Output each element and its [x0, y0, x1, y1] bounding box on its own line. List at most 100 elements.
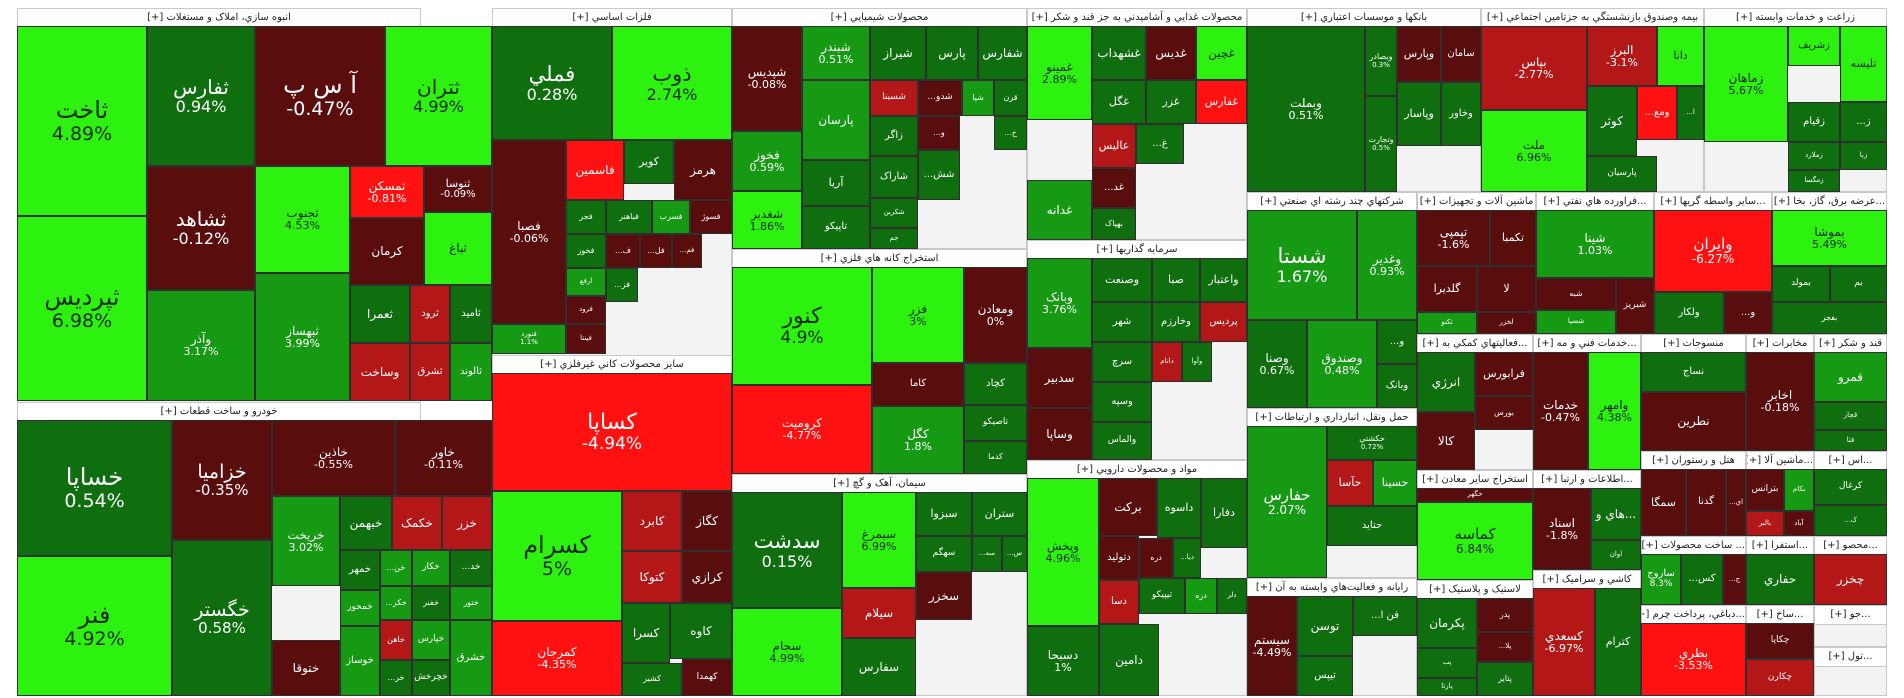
- stock-tile[interactable]: وبانک 3.76%: [1027, 258, 1092, 348]
- stock-tile[interactable]: خر...: [380, 660, 412, 696]
- stock-tile[interactable]: خساپا 0.54%: [17, 420, 172, 556]
- stock-tile[interactable]: بترانس: [1746, 469, 1784, 511]
- stock-tile[interactable]: ساروج 8.3%: [1641, 554, 1681, 605]
- stock-tile[interactable]: خ...: [994, 116, 1027, 150]
- stock-tile[interactable]: خريخت 3.02%: [272, 496, 340, 586]
- stock-tile[interactable]: خفنر: [412, 586, 450, 620]
- stock-tile[interactable]: وخاور: [1441, 82, 1481, 146]
- stock-tile[interactable]: تليسه: [1840, 26, 1887, 102]
- stock-tile[interactable]: ثاخت 4.89%: [17, 26, 147, 216]
- stock-tile[interactable]: خزاميا -0.35%: [172, 420, 272, 540]
- stock-tile[interactable]: شستا 1.67%: [1247, 210, 1357, 320]
- stock-tile[interactable]: تکمبا: [1490, 210, 1536, 266]
- stock-tile[interactable]: زمگسا: [1788, 170, 1840, 192]
- stock-tile[interactable]: ستران: [972, 492, 1027, 536]
- stock-tile[interactable]: پرديس: [1200, 302, 1247, 342]
- stock-tile[interactable]: کترام: [1595, 588, 1641, 696]
- stock-tile[interactable]: غچين: [1196, 26, 1247, 80]
- stock-tile[interactable]: وبانک: [1377, 364, 1417, 408]
- stock-tile[interactable]: فپنتا: [566, 324, 606, 354]
- stock-tile[interactable]: سيلام: [842, 588, 916, 638]
- stock-tile[interactable]: ثپرديس 6.98%: [17, 216, 147, 401]
- stock-tile[interactable]: غ...: [1136, 124, 1184, 164]
- stock-tile[interactable]: جم: [870, 228, 918, 249]
- stock-tile[interactable]: فصبا -0.06%: [492, 140, 566, 324]
- stock-tile[interactable]: بموشا 5.49%: [1772, 210, 1887, 266]
- stock-tile[interactable]: بم: [1830, 266, 1887, 302]
- stock-tile[interactable]: بورس: [1475, 396, 1533, 430]
- stock-tile[interactable]: بهپاک: [1092, 208, 1136, 240]
- stock-tile[interactable]: بکام: [1784, 469, 1814, 511]
- stock-tile[interactable]: فل...: [640, 234, 672, 268]
- stock-tile[interactable]: خبهمن: [340, 496, 392, 550]
- stock-tile[interactable]: آباد: [1784, 511, 1814, 536]
- stock-tile[interactable]: ثشرق: [410, 343, 450, 401]
- stock-tile[interactable]: خمحور: [340, 590, 380, 626]
- stock-tile[interactable]: دره: [1139, 538, 1173, 578]
- stock-tile[interactable]: برکت: [1099, 478, 1157, 536]
- stock-tile[interactable]: زشريف: [1788, 26, 1840, 66]
- stock-tile[interactable]: آ س پ -0.47%: [255, 26, 385, 166]
- stock-tile[interactable]: قچار: [1814, 402, 1887, 430]
- stock-tile[interactable]: ثالوند: [450, 343, 492, 401]
- stock-tile[interactable]: کالا: [1417, 412, 1475, 470]
- stock-tile[interactable]: خاهن: [380, 620, 412, 660]
- stock-tile[interactable]: غمينو 2.89%: [1027, 26, 1092, 120]
- stock-tile[interactable]: تاصيکو: [964, 405, 1027, 441]
- stock-tile[interactable]: فاسمين: [566, 140, 624, 200]
- stock-tile[interactable]: اخابر -0.18%: [1746, 352, 1814, 451]
- stock-tile[interactable]: پکرمان: [1417, 598, 1477, 648]
- stock-tile[interactable]: شش...: [918, 150, 960, 200]
- stock-tile[interactable]: ثعمرا: [350, 285, 410, 343]
- stock-tile[interactable]: وتجارت 0.5%: [1365, 96, 1397, 192]
- stock-tile[interactable]: ج...: [1723, 554, 1746, 605]
- stock-tile[interactable]: حفارس 2.07%: [1247, 426, 1327, 578]
- stock-tile[interactable]: خچرخش: [412, 660, 450, 696]
- stock-tile[interactable]: خن...: [380, 550, 412, 586]
- stock-tile[interactable]: ...هاي و: [1591, 488, 1641, 540]
- stock-tile[interactable]: خوساز: [340, 626, 380, 696]
- stock-tile[interactable]: شينا 1.03%: [1536, 210, 1654, 278]
- stock-tile[interactable]: ارفع: [566, 268, 606, 296]
- stock-tile[interactable]: شسينا: [870, 80, 918, 116]
- stock-tile[interactable]: کرازي: [682, 551, 732, 603]
- stock-tile[interactable]: وامهر 4.38%: [1588, 352, 1641, 470]
- stock-tile[interactable]: سيستم -4.49%: [1247, 596, 1297, 696]
- stock-tile[interactable]: سدشت 0.15%: [732, 492, 842, 608]
- stock-tile[interactable]: فن ا...: [1353, 596, 1417, 636]
- stock-tile[interactable]: ديا...: [1173, 538, 1201, 578]
- stock-tile[interactable]: ثمسکن -0.81%: [350, 166, 424, 218]
- stock-tile[interactable]: کشير: [622, 663, 682, 696]
- stock-tile[interactable]: فباهنر: [606, 200, 652, 234]
- stock-tile[interactable]: تپمپی -1.6%: [1417, 210, 1490, 266]
- stock-tile[interactable]: کوثر: [1587, 86, 1637, 156]
- stock-tile[interactable]: ک...: [1814, 505, 1887, 536]
- stock-tile[interactable]: فرود: [566, 296, 606, 324]
- stock-tile[interactable]: ثجنوب 4.53%: [255, 166, 350, 273]
- stock-tile[interactable]: چخزر: [1814, 554, 1887, 605]
- stock-tile[interactable]: وساپا: [1027, 408, 1092, 460]
- stock-tile[interactable]: دامين: [1099, 624, 1159, 696]
- stock-tile[interactable]: فملي 0.28%: [492, 26, 612, 140]
- stock-tile[interactable]: کهمدا: [682, 659, 732, 696]
- stock-tile[interactable]: خاذين -0.55%: [272, 420, 395, 496]
- stock-tile[interactable]: فم...: [672, 234, 702, 268]
- stock-tile[interactable]: کمرجان -4.35%: [492, 621, 622, 696]
- stock-tile[interactable]: خکار: [412, 550, 450, 586]
- stock-tile[interactable]: پارس: [926, 26, 978, 80]
- stock-tile[interactable]: پتاير: [1477, 662, 1533, 696]
- stock-tile[interactable]: شغدير 1.86%: [732, 191, 802, 249]
- stock-tile[interactable]: ملت 6.96%: [1481, 110, 1587, 192]
- stock-tile[interactable]: حتايد: [1327, 506, 1417, 546]
- stock-tile[interactable]: کرغال: [1814, 469, 1887, 505]
- stock-tile[interactable]: تاپيکو: [802, 206, 870, 249]
- stock-tile[interactable]: خمهر: [340, 550, 380, 590]
- stock-tile[interactable]: غشهداب: [1092, 26, 1146, 80]
- stock-tile[interactable]: فز...: [606, 268, 638, 302]
- stock-tile[interactable]: دانا: [1657, 26, 1704, 86]
- stock-tile[interactable]: دسبحا 1%: [1027, 626, 1099, 696]
- stock-tile[interactable]: نساج: [1641, 352, 1746, 392]
- stock-tile[interactable]: فخوز: [566, 234, 606, 268]
- stock-tile[interactable]: ولکار: [1654, 292, 1724, 334]
- stock-tile[interactable]: زماهان 5.67%: [1704, 26, 1788, 142]
